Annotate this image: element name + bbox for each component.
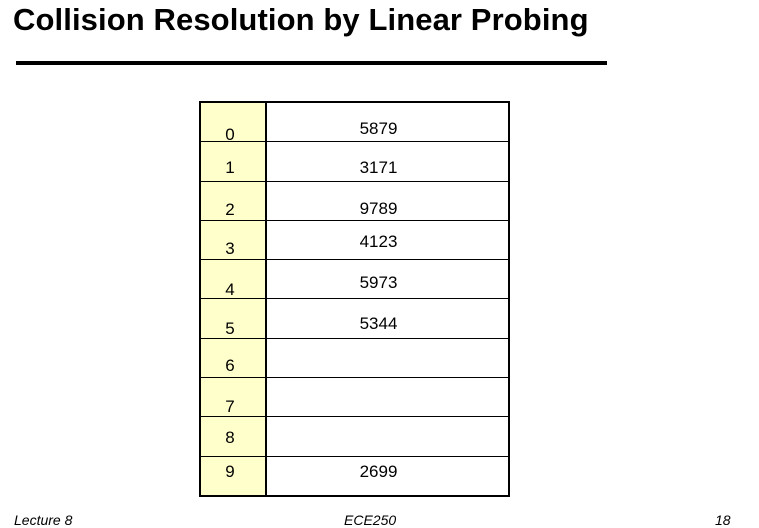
title-underline bbox=[16, 61, 607, 65]
table-row: 2 9789 bbox=[201, 180, 508, 220]
row-index-cell: 4 bbox=[201, 260, 267, 300]
row-index-cell: 6 bbox=[201, 338, 267, 378]
row-index: 3 bbox=[225, 238, 235, 258]
row-index: 0 bbox=[225, 125, 235, 144]
row-index-cell: 9 bbox=[201, 456, 267, 495]
table-row: 7 bbox=[201, 377, 508, 417]
row-value-cell: 5879 bbox=[267, 103, 508, 141]
row-value: 2699 bbox=[359, 461, 398, 481]
row-index: 5 bbox=[225, 319, 235, 339]
row-value-cell: 4123 bbox=[267, 221, 508, 259]
row-index: 6 bbox=[225, 355, 235, 375]
table-row: 3 4123 bbox=[201, 219, 508, 260]
row-index-cell: 7 bbox=[201, 378, 267, 417]
hash-table: 0 5879 1 3171 2 9789 3 4123 4 5973 5 534… bbox=[199, 101, 510, 497]
footer-course: ECE250 bbox=[344, 512, 397, 528]
footer-lecture: Lecture 8 bbox=[14, 512, 73, 528]
footer-page-number: 18 bbox=[715, 512, 731, 528]
row-value-cell: 3171 bbox=[267, 142, 508, 180]
row-value: 3171 bbox=[359, 158, 398, 178]
row-value-cell: 9789 bbox=[267, 182, 508, 220]
table-row: 6 bbox=[201, 337, 508, 378]
row-index: 1 bbox=[225, 158, 235, 178]
row-index-cell: 1 bbox=[201, 142, 267, 181]
row-value: 4123 bbox=[359, 231, 398, 251]
table-row: 4 5973 bbox=[201, 259, 508, 300]
table-row: 5 5344 bbox=[201, 298, 508, 339]
table-row: 8 bbox=[201, 416, 508, 456]
row-index: 8 bbox=[225, 428, 235, 448]
row-value: 5344 bbox=[359, 314, 398, 334]
row-index: 2 bbox=[225, 199, 235, 219]
row-value-cell: 5973 bbox=[267, 260, 508, 298]
row-index-cell: 2 bbox=[201, 181, 267, 220]
row-index-cell: 5 bbox=[201, 299, 267, 339]
row-index-cell: 3 bbox=[201, 220, 267, 260]
table-row: 9 2699 bbox=[201, 455, 508, 495]
row-index-cell: 8 bbox=[201, 417, 267, 456]
table-row: 1 3171 bbox=[201, 141, 508, 181]
row-value-cell: 2699 bbox=[267, 457, 508, 495]
row-value: 9789 bbox=[359, 198, 398, 218]
row-index-cell: 0 bbox=[201, 103, 267, 144]
table-row: 0 5879 bbox=[201, 103, 508, 144]
row-value-cell bbox=[267, 417, 508, 455]
row-value-cell bbox=[267, 378, 508, 416]
row-value: 5879 bbox=[359, 119, 398, 138]
row-index: 9 bbox=[225, 461, 235, 481]
slide-title: Collision Resolution by Linear Probing bbox=[13, 2, 589, 37]
row-index: 7 bbox=[225, 397, 235, 417]
row-value-cell: 5344 bbox=[267, 299, 508, 337]
row-index: 4 bbox=[225, 280, 235, 300]
row-value: 5973 bbox=[359, 273, 398, 293]
row-value-cell bbox=[267, 339, 508, 377]
